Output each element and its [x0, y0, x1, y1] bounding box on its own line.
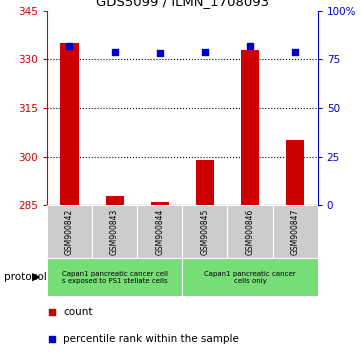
Text: GSM900844: GSM900844 [155, 209, 164, 255]
Text: GSM900845: GSM900845 [200, 209, 209, 255]
Text: protocol: protocol [4, 272, 46, 282]
Text: Capan1 pancreatic cancer
cells only: Capan1 pancreatic cancer cells only [204, 270, 296, 284]
Point [292, 49, 298, 55]
Point [67, 43, 73, 48]
Point [49, 337, 55, 342]
Text: count: count [63, 307, 93, 317]
Bar [241, 50, 259, 205]
Bar [137, 205, 182, 258]
Bar [273, 205, 318, 258]
Point [112, 49, 118, 55]
Bar [151, 202, 169, 205]
Text: GSM900843: GSM900843 [110, 209, 119, 255]
Bar [286, 141, 304, 205]
Bar [47, 205, 92, 258]
Text: ▶: ▶ [32, 272, 40, 282]
Text: percentile rank within the sample: percentile rank within the sample [63, 335, 239, 344]
Bar [182, 205, 227, 258]
Point [49, 309, 55, 315]
Point [202, 49, 208, 55]
Bar [105, 196, 123, 205]
Title: GDS5099 / ILMN_1708093: GDS5099 / ILMN_1708093 [96, 0, 269, 8]
Bar [92, 205, 137, 258]
Text: GSM900847: GSM900847 [291, 209, 300, 255]
Bar [196, 160, 214, 205]
Bar [182, 258, 318, 296]
Bar [47, 258, 182, 296]
Bar [61, 43, 79, 205]
Point [157, 51, 162, 56]
Text: GSM900842: GSM900842 [65, 209, 74, 255]
Text: GSM900846: GSM900846 [245, 209, 255, 255]
Bar [227, 205, 273, 258]
Point [247, 43, 253, 48]
Text: Capan1 pancreatic cancer cell
s exposed to PS1 stellate cells: Capan1 pancreatic cancer cell s exposed … [62, 270, 168, 284]
